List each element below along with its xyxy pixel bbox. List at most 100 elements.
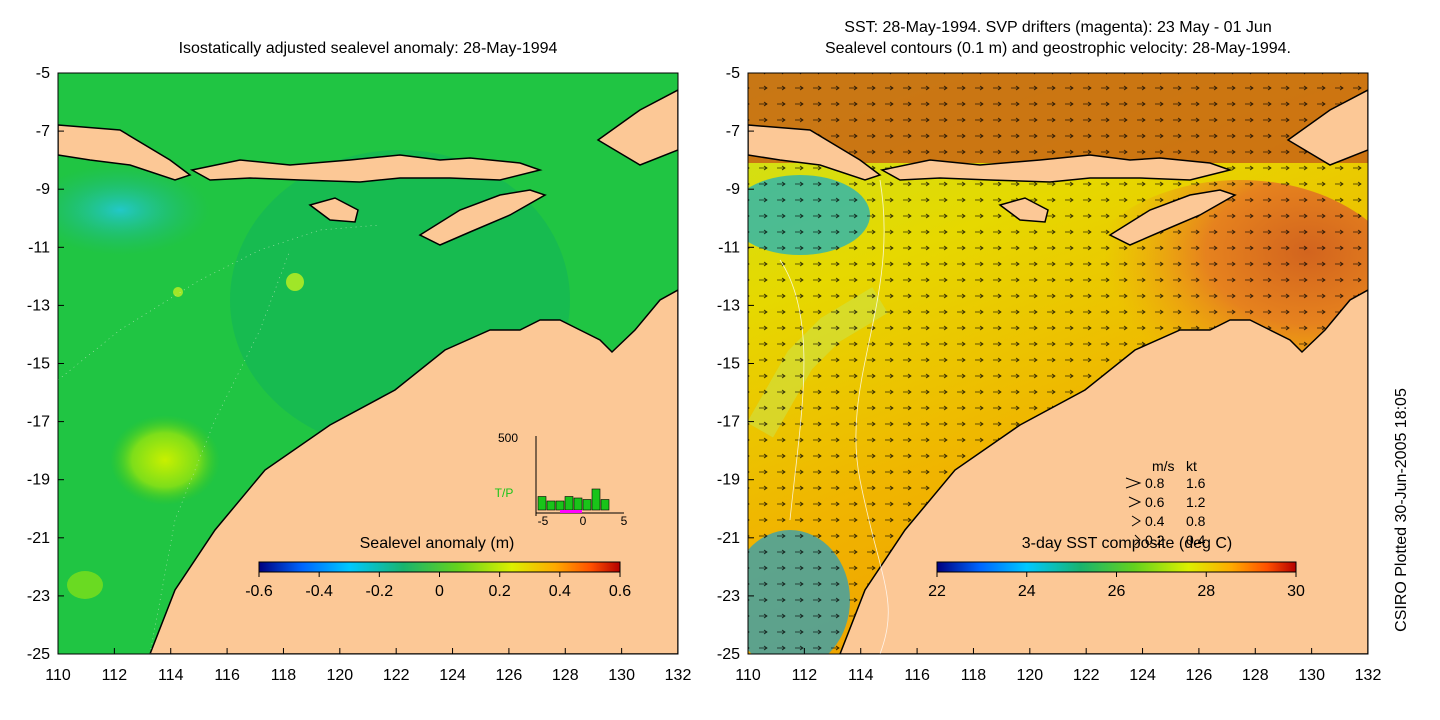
lon-tick-label: 126: [496, 667, 523, 684]
right-colorbar: 3-day SST composite (deg C) 22 24 26 28 30: [928, 535, 1305, 600]
right-map: [748, 73, 1368, 654]
lat-tick-label: -9: [726, 181, 740, 198]
lat-tick-label: -5: [726, 65, 740, 82]
lon-tick-label: 110: [735, 667, 761, 684]
lat-tick-label: -19: [27, 472, 50, 489]
velocity-legend: m/s kt 0.8 1.6 0.6 1.2 0.4 0.8 0.2 0.4: [1125, 458, 1206, 548]
plot-credit: CSIRO Plotted 30-Jun-2005 18:05: [1392, 360, 1412, 660]
velocity-legend-header-kt: kt: [1186, 458, 1197, 474]
inset-bar: [600, 499, 610, 511]
velocity-scale-arrow: [1131, 515, 1141, 527]
lat-tick-label: -19: [717, 472, 740, 489]
inset-bar: [537, 496, 547, 511]
lon-tick-label: 110: [45, 667, 71, 684]
right-map-title-line2: Sealevel contours (0.1 m) and geostrophi…: [824, 40, 1291, 57]
lat-tick-label: -15: [717, 356, 740, 373]
inset-bar: [546, 500, 556, 511]
lat-tick-label: -9: [36, 181, 50, 198]
inset-bar: [591, 488, 601, 511]
velocity-legend-kt: 0.8: [1186, 513, 1206, 529]
inset-bar: [555, 500, 565, 511]
inset-bar: [564, 496, 574, 511]
lon-tick-label: 128: [552, 667, 579, 684]
timor-island: [418, 189, 547, 246]
velocity-legend-ms: 0.4: [1145, 513, 1165, 529]
lon-tick-label: 118: [271, 667, 297, 684]
sealevel-contour: [779, 259, 805, 521]
lat-tick-label: -21: [717, 530, 740, 547]
inset-x-tick: 0: [580, 514, 587, 528]
lat-tick-label: -17: [717, 414, 740, 431]
lat-tick-label: -23: [717, 588, 740, 605]
lesser-sunda-islands: [189, 154, 543, 183]
lat-tick-label: -11: [28, 239, 50, 256]
lon-tick-label: 114: [848, 667, 874, 684]
velocity-legend-kt: 1.2: [1186, 494, 1206, 510]
colorbar-tick-label: 0.6: [609, 583, 631, 600]
sumba-island: [308, 197, 359, 223]
velocity-legend-ms: 0.2: [1145, 532, 1165, 548]
lat-tick-label: -15: [27, 356, 50, 373]
lon-tick-label: 130: [608, 667, 635, 684]
inset-x-tick: -5: [538, 514, 549, 528]
lon-tick-label: 124: [439, 667, 466, 684]
lon-tick-label: 132: [665, 667, 692, 684]
lat-tick-label: -13: [27, 297, 50, 314]
colorbar-tick-label: 24: [1018, 583, 1036, 600]
colorbar-tick-label: 0.4: [549, 583, 571, 600]
lon-tick-label: 112: [792, 667, 818, 684]
colorbar-tick-label: -0.6: [245, 583, 273, 600]
lat-tick-label: -11: [718, 239, 740, 256]
inset-x-tick: 5: [621, 514, 628, 528]
lat-tick-label: -25: [717, 646, 740, 663]
lon-tick-label: 116: [214, 667, 240, 684]
colorbar-tick-label: -0.4: [305, 583, 333, 600]
velocity-scale-arrow: [1134, 534, 1141, 546]
lat-tick-label: -17: [27, 414, 50, 431]
drifter-coverage-bar: [560, 510, 582, 513]
lon-tick-label: 124: [1129, 667, 1156, 684]
right-map-title-line1: SST: 28-May-1994. SVP drifters (magenta)…: [844, 19, 1272, 36]
inset-y-max-label: 500: [498, 431, 518, 445]
lon-tick-label: 118: [961, 667, 987, 684]
lon-tick-label: 126: [1186, 667, 1213, 684]
right-colorbar-ramp: [936, 561, 1297, 573]
lon-tick-label: 122: [1073, 667, 1100, 684]
sealevel-contour: [855, 179, 889, 654]
lat-tick-label: -21: [27, 530, 50, 547]
lon-tick-label: 120: [1016, 667, 1043, 684]
left-negative-anomaly: [58, 165, 210, 255]
left-colorbar: Sealevel anomaly (m) -0.6 -0.4 -0.2 0 0.2 0.4…: [245, 535, 631, 600]
colorbar-tick-label: 22: [928, 583, 946, 600]
lat-tick-label: -25: [27, 646, 50, 663]
velocity-scale-arrow: [1125, 477, 1142, 489]
lat-tick-label: -13: [717, 297, 740, 314]
left-map-title: Isostatically adjusted sealevel anomaly:…: [178, 40, 558, 57]
left-positive-anomaly: [110, 415, 220, 505]
lat-tick-label: -7: [726, 123, 740, 140]
java-island: [58, 124, 192, 181]
colorbar-tick-label: 30: [1287, 583, 1305, 600]
colorbar-tick-label: 26: [1108, 583, 1126, 600]
velocity-legend-ms: 0.8: [1145, 475, 1165, 491]
lon-tick-label: 122: [383, 667, 410, 684]
lon-tick-label: 128: [1242, 667, 1269, 684]
colorbar-tick-label: 28: [1197, 583, 1215, 600]
velocity-scale-arrow: [1128, 496, 1142, 508]
inset-bar: [573, 497, 583, 511]
velocity-legend-header-ms: m/s: [1152, 458, 1175, 474]
lon-tick-label: 114: [158, 667, 184, 684]
velocity-legend-ms: 0.6: [1145, 494, 1165, 510]
drifter-histogram-inset: 500 T/P -5 0 5: [495, 431, 628, 528]
lon-tick-label: 120: [326, 667, 353, 684]
inset-bar: [582, 499, 592, 511]
lat-tick-label: -5: [36, 65, 50, 82]
lat-tick-label: -7: [36, 123, 50, 140]
velocity-legend-kt: 0.4: [1186, 532, 1206, 548]
colorbar-tick-label: 0.2: [489, 583, 511, 600]
velocity-legend-kt: 1.6: [1186, 475, 1206, 491]
plot-credit-text: CSIRO Plotted 30-Jun-2005 18:05: [1393, 388, 1410, 632]
lon-tick-label: 116: [904, 667, 930, 684]
colorbar-tick-label: 0: [435, 583, 444, 600]
